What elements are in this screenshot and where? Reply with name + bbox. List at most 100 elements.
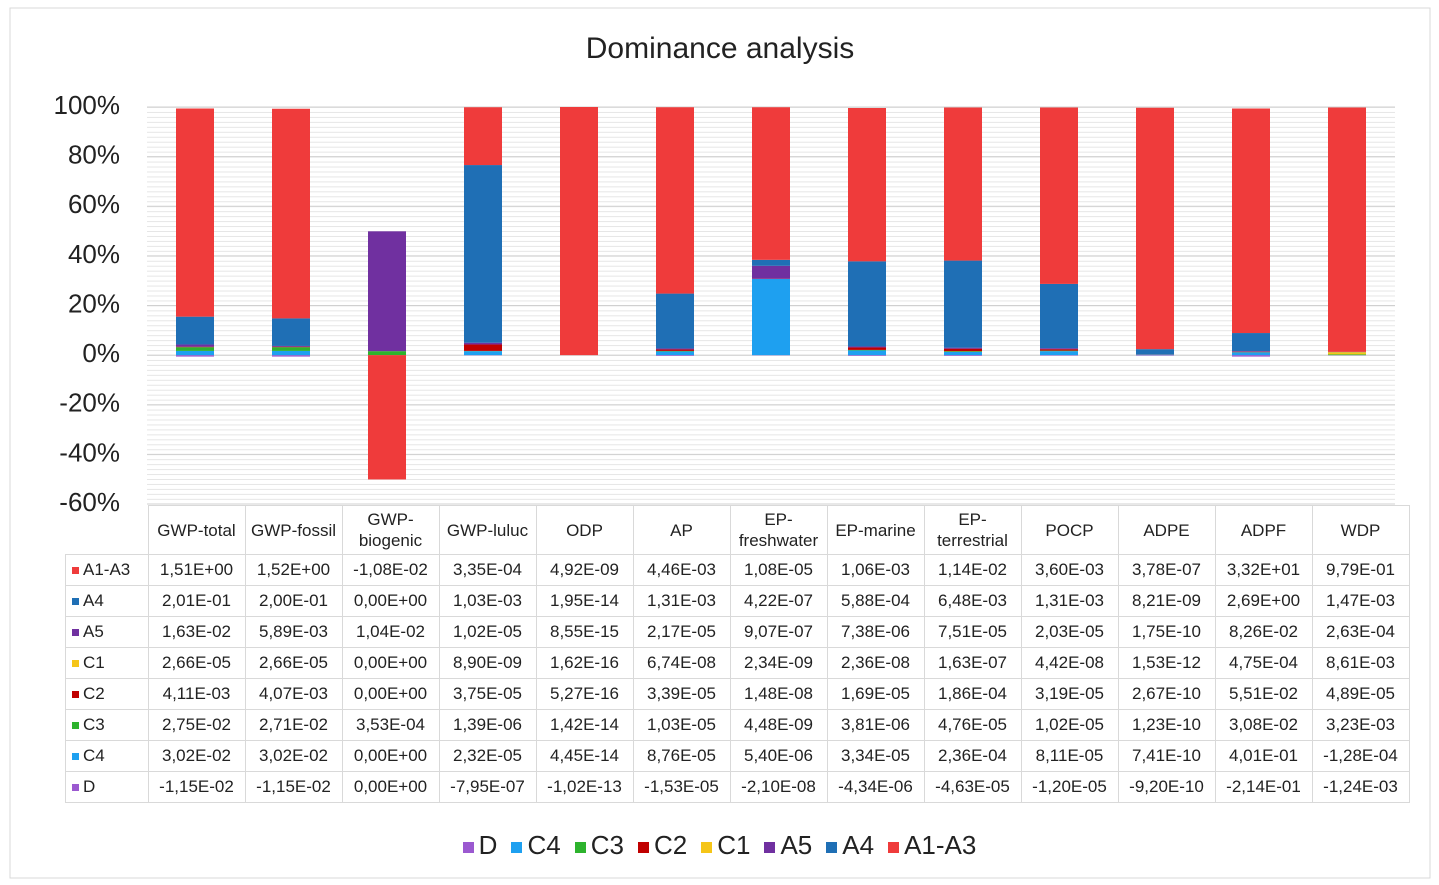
row-label: A1-A3 [65,554,149,586]
bar-segment [1040,349,1078,351]
table-cell: 6,74E-08 [632,647,731,679]
bar-segment [1328,352,1366,355]
bar-segment [944,347,982,349]
bar-segment [656,107,694,294]
bar-segment [944,260,982,348]
category-label: GWP-biogenic [341,505,440,555]
table-cell: -4,63E-05 [923,771,1022,803]
table-cell: 1,42E-14 [535,709,634,741]
bar-segment [464,351,502,356]
table-row: A1-A3 1,51E+00 1,52E+00 -1,08E-02 3,35E-04 4,… [65,554,1410,586]
table-cell: 2,00E-01 [244,585,343,617]
bar-segment [848,261,886,347]
table-cell: 1,03E-05 [632,709,731,741]
table-cell: 3,75E-05 [438,678,537,710]
bar-segment [1328,107,1366,352]
table-cell: 1,48E-08 [729,678,828,710]
table-cell: 3,78E-07 [1117,554,1216,586]
table-cell: 5,40E-06 [729,740,828,772]
row-name: C3 [83,715,105,734]
bar-segment [176,108,214,317]
table-cell: -1,15E-02 [147,771,246,803]
y-tick-label: 0% [82,338,120,368]
bar-segment [656,293,694,349]
legend-swatch [826,841,838,853]
table-corner [66,506,149,555]
legend-item: C2 [637,830,688,860]
table-cell: 2,67E-10 [1117,678,1216,710]
legend-swatch [574,841,586,853]
table-cell: -1,20E-05 [1020,771,1119,803]
bar-segment [1136,107,1174,350]
legend-swatch [511,841,523,853]
table-cell: -4,34E-06 [826,771,925,803]
table-cell: 2,36E-08 [826,647,925,679]
bar-segment [1328,354,1366,356]
y-tick-label: 100% [54,90,121,120]
category-label: GWP-luluc [438,505,537,555]
row-name: C1 [83,653,105,672]
legend-item: A4 [826,830,874,860]
table-cell: 1,39E-06 [438,709,537,741]
table-cell: 4,76E-05 [923,709,1022,741]
bar-segment [1040,348,1078,350]
y-tick-label: -60% [59,487,120,517]
bar-segment [464,165,502,343]
table-cell: 7,38E-06 [826,616,925,648]
table-cell: 8,26E-02 [1214,616,1313,648]
table-cell: -9,20E-10 [1117,771,1216,803]
table-cell: 3,35E-04 [438,554,537,586]
table-header-row: GWP-total GWP-fossil GWP-biogenic GWP-luluc… [66,505,1410,555]
bar-segment [464,344,502,351]
bar-segment [752,259,790,266]
bar-segment [176,355,214,357]
table-cell: 2,71E-02 [244,709,343,741]
table-cell: 7,51E-05 [923,616,1022,648]
y-tick-label: 60% [68,189,120,219]
legend: D C4 C3 C2 C1 A5 A4 A1-A3 [0,830,1439,861]
row-name: C2 [83,684,105,703]
table-cell: 2,66E-05 [244,647,343,679]
bar-segment [848,107,886,262]
table-cell: 0,00E+00 [341,678,440,710]
table-cell: 0,00E+00 [341,771,440,803]
bar-segment [1232,355,1270,357]
table-cell: 2,32E-05 [438,740,537,772]
table-cell: 1,14E-02 [923,554,1022,586]
table-cell: 4,45E-14 [535,740,634,772]
table-cell: 2,75E-02 [147,709,246,741]
bar-segment [752,265,790,279]
table-cell: 3,53E-04 [341,709,440,741]
legend-swatch [462,841,474,853]
bar-segment [1232,352,1270,356]
bar-segment [848,347,886,350]
bar-segment [1040,283,1078,349]
table-cell: 1,02E-05 [1020,709,1119,741]
table-cell: 4,11E-03 [147,678,246,710]
table-cell: 3,81E-06 [826,709,925,741]
table-cell: 2,69E+00 [1214,585,1313,617]
bar-segment [464,342,502,345]
category-label: ADPF [1214,505,1313,555]
bar-segment [1040,351,1078,356]
table-cell: 3,23E-03 [1311,709,1410,741]
table-cell: 4,89E-05 [1311,678,1410,710]
bar-segment [368,355,406,480]
legend-label: C2 [653,830,688,860]
row-swatch [72,660,79,668]
bar-segment [560,107,598,356]
bar-segment [368,351,406,356]
table-cell: 2,34E-09 [729,647,828,679]
table-cell: 1,69E-05 [826,678,925,710]
bar-segment [176,316,214,345]
row-label: C4 [65,740,149,772]
table-cell: -2,10E-08 [729,771,828,803]
table-cell: 3,19E-05 [1020,678,1119,710]
table-cell: 4,42E-08 [1020,647,1119,679]
bar-segment [944,107,982,261]
legend-swatch [764,841,776,853]
chart-frame [9,7,1431,879]
bar-segment [272,355,310,357]
